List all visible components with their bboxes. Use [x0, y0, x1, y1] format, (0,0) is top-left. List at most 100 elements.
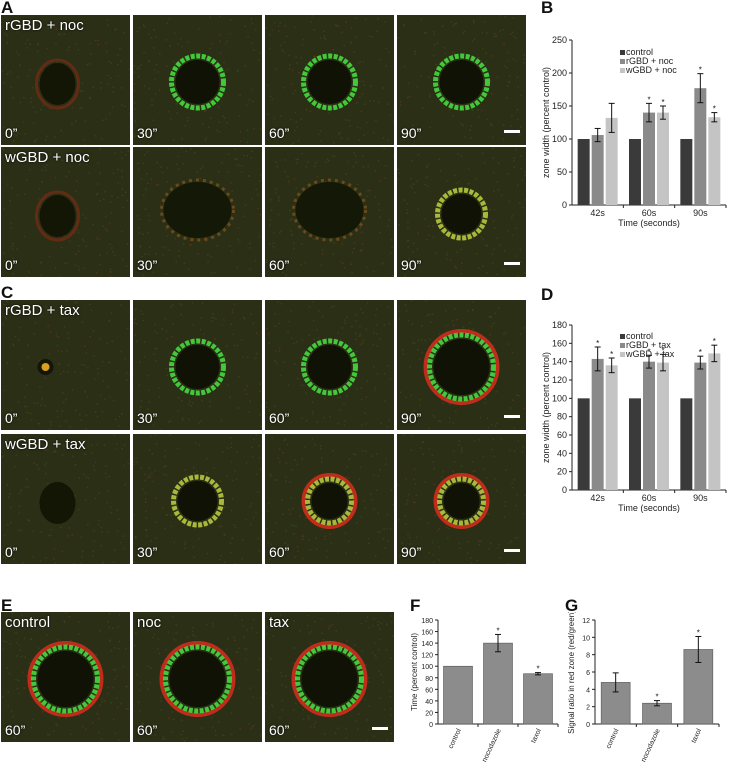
noise-speck: [234, 562, 237, 564]
noise-speck: [268, 502, 270, 504]
noise-speck: [378, 697, 381, 700]
noise-speck: [46, 47, 49, 49]
noise-speck: [126, 686, 128, 688]
noise-speck: [510, 541, 513, 544]
noise-speck: [6, 484, 9, 486]
noise-speck: [160, 709, 162, 711]
noise-speck: [361, 243, 364, 245]
noise-speck: [379, 531, 381, 533]
noise-speck: [112, 91, 114, 93]
noise-speck: [183, 243, 185, 245]
noise-speck: [100, 544, 103, 547]
noise-speck: [44, 377, 47, 379]
noise-speck: [229, 542, 232, 545]
noise-speck: [140, 467, 142, 469]
noise-speck: [511, 418, 514, 420]
noise-speck: [178, 250, 180, 252]
noise-speck: [184, 543, 186, 545]
noise-speck: [234, 639, 236, 641]
noise-speck: [402, 348, 404, 351]
noise-speck: [127, 708, 129, 710]
noise-speck: [204, 110, 206, 113]
noise-speck: [270, 543, 273, 545]
noise-speck: [99, 394, 102, 397]
noise-speck: [100, 82, 102, 84]
noise-speck: [169, 434, 172, 436]
noise-speck: [78, 633, 80, 635]
noise-speck: [84, 120, 87, 122]
noise-speck: [97, 162, 99, 164]
noise-speck: [253, 49, 255, 51]
noise-speck: [378, 670, 380, 672]
noise-speck: [223, 506, 226, 509]
noise-speck: [135, 536, 137, 539]
noise-speck: [332, 481, 335, 483]
noise-speck: [255, 352, 258, 355]
wound-hole: [307, 60, 352, 104]
noise-speck: [270, 658, 272, 660]
noise-speck: [275, 161, 277, 163]
noise-speck: [481, 152, 484, 155]
micrograph-image: [1, 434, 130, 564]
outer-signal-zone: [292, 178, 367, 242]
y-tick-label: 100: [552, 134, 567, 144]
noise-speck: [189, 400, 191, 403]
noise-speck: [39, 205, 41, 208]
noise-speck: [260, 213, 262, 216]
noise-speck: [49, 153, 51, 156]
noise-speck: [261, 733, 262, 735]
noise-speck: [12, 152, 15, 154]
noise-speck: [321, 249, 324, 251]
x-tick-label: control: [448, 727, 463, 749]
noise-speck: [376, 372, 379, 375]
noise-speck: [180, 702, 183, 704]
noise-speck: [180, 733, 182, 736]
noise-speck: [452, 51, 454, 53]
noise-speck: [206, 457, 208, 460]
noise-speck: [107, 74, 110, 77]
noise-speck: [181, 304, 183, 307]
noise-speck: [191, 402, 194, 405]
noise-speck: [106, 19, 109, 21]
noise-speck: [11, 710, 13, 712]
noise-speck: [18, 679, 20, 682]
noise-speck: [282, 87, 285, 89]
noise-speck: [136, 68, 138, 70]
noise-speck: [14, 736, 16, 739]
noise-speck: [275, 68, 278, 70]
significance-star: *: [536, 665, 539, 674]
noise-speck: [387, 540, 389, 542]
noise-speck: [134, 644, 136, 647]
noise-speck: [362, 61, 365, 63]
micrograph: wGBD + noc 0”: [1, 147, 130, 277]
noise-speck: [499, 15, 502, 17]
noise-speck: [96, 416, 99, 418]
noise-speck: [94, 411, 97, 413]
noise-speck: [151, 453, 154, 455]
noise-speck: [244, 318, 246, 320]
noise-speck: [472, 19, 475, 22]
noise-speck: [11, 187, 13, 189]
noise-speck: [85, 414, 88, 417]
noise-speck: [113, 678, 116, 680]
noise-speck: [63, 326, 66, 328]
time-label: 0”: [5, 544, 18, 560]
noise-speck: [219, 383, 221, 386]
noise-speck: [40, 108, 42, 111]
noise-speck: [87, 486, 89, 489]
y-tick-label: 20: [557, 467, 567, 477]
noise-speck: [206, 623, 208, 626]
noise-speck: [448, 108, 451, 111]
noise-speck: [389, 695, 392, 698]
noise-speck: [210, 272, 213, 274]
micrograph: 30”: [133, 147, 262, 277]
noise-speck: [377, 531, 379, 533]
noise-speck: [175, 624, 177, 626]
noise-speck: [295, 702, 297, 705]
noise-speck: [244, 204, 247, 206]
noise-speck: [11, 612, 13, 614]
noise-speck: [120, 87, 123, 89]
noise-speck: [236, 70, 238, 72]
x-tick-label: 42s: [590, 493, 605, 503]
noise-speck: [359, 466, 362, 469]
